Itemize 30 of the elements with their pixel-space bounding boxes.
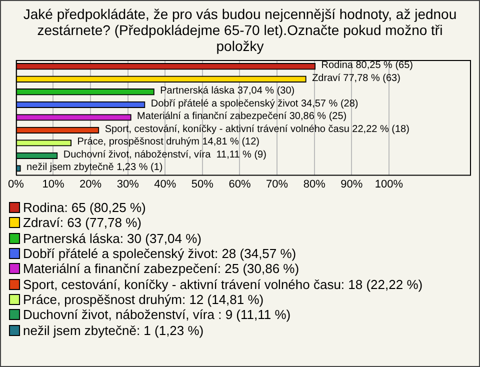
legend-label: Duchovní život, náboženství, víra : 9 (11,11 %): [23, 307, 291, 322]
legend-label: Dobří přátelé a společenský život: 28 (34,57 %): [23, 246, 296, 262]
legend-label: Partnerská láska: 30 (37,04 %): [23, 230, 202, 246]
x-tick-label: 90%: [340, 178, 363, 190]
data-label: nežil jsem zbytečně 1,23 % (1): [26, 162, 163, 174]
x-tick-label: 20%: [80, 178, 102, 190]
legend-label: Zdraví: 63 (77,78 %): [23, 215, 142, 230]
chart-title: Jaké předpokládáte, že pro vás budou nejcennější hodnoty, až jednou zestárnete? (Předpokládejme 65-70 let).Označte pokud možno tři položky: [22, 5, 458, 54]
data-label: Materiální a finanční zabezpečení 30,86 % (25): [137, 111, 347, 122]
data-label: Zdraví 77,78 % (63): [312, 72, 400, 84]
x-tick-label: 50%: [191, 178, 214, 190]
legend-label: Sport, cestování, koníčky - aktivní trávení volného času: 18 (22,22 %): [23, 276, 423, 292]
x-tick-label: 10%: [42, 178, 64, 190]
x-tick-label: 40%: [154, 178, 176, 190]
x-tick-label: 80%: [303, 178, 326, 190]
x-tick-label: 60%: [228, 178, 251, 190]
x-tick-label: 70%: [266, 178, 288, 190]
data-label: Duchovní život, náboženství, víra 11,11 % (9): [63, 149, 266, 160]
legend-label: Rodina: 65 (80,25 %): [23, 200, 146, 216]
data-label: Rodina 80,25 % (65): [321, 60, 414, 72]
x-tick-label: 100%: [374, 178, 404, 190]
legend-label: nežil jsem zbytečně: 1 (1,23 %): [23, 322, 204, 338]
data-label: Dobří přátelé a společenský život 34,57 % (28): [150, 98, 358, 110]
legend-label: Práce, prospěšnost druhým: 12 (14,81 %): [23, 292, 264, 307]
data-label: Práce, prospěšnost druhým 14,81 % (12): [77, 136, 260, 148]
x-tick-label: 0%: [8, 178, 24, 190]
x-tick-label: 30%: [116, 178, 140, 190]
data-label: Partnerská láska 37,04 % (30): [160, 86, 295, 97]
legend-label: Materiální a finanční zabezpečení: 25 (30,86 %): [23, 261, 300, 276]
data-label: Sport, cestování, koníčky - aktivní trávení volného času 22,22 % (18): [104, 124, 410, 135]
